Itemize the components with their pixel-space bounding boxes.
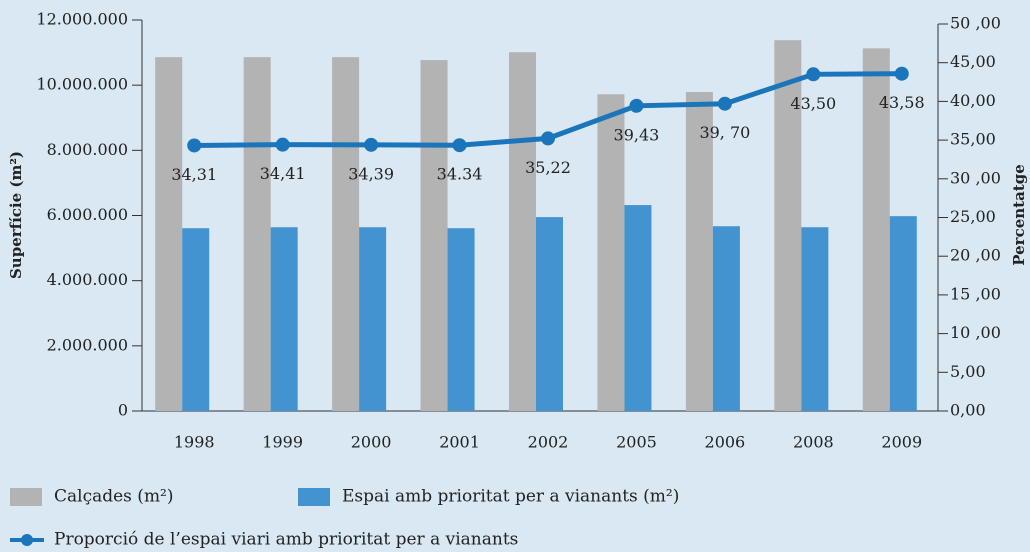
x-tick-label: 2008 xyxy=(793,433,834,452)
bar xyxy=(509,52,536,411)
y-tick-label: 6.000.000 xyxy=(47,205,128,224)
x-tick-label: 2006 xyxy=(705,433,746,452)
data-label: 39,43 xyxy=(614,125,660,144)
bar xyxy=(155,57,183,412)
data-label: 39, 70 xyxy=(699,123,750,142)
y-tick-label: 10.000.000 xyxy=(36,75,128,94)
data-label: 43,58 xyxy=(879,93,925,112)
y2-tick-label: 0,00 xyxy=(950,401,986,420)
bar xyxy=(712,226,740,411)
bar xyxy=(420,60,448,411)
y2-tick-label: 50 ,00 xyxy=(950,14,1001,33)
line-point xyxy=(806,67,821,82)
y-tick-label: 2.000.000 xyxy=(47,335,128,354)
bar xyxy=(685,92,713,412)
y2-tick-label: 25,00 xyxy=(950,207,996,226)
legend-swatch xyxy=(10,488,42,506)
line-point xyxy=(717,96,732,111)
bar xyxy=(624,205,652,411)
y-tick-label: 12.000.000 xyxy=(36,10,128,29)
line-point xyxy=(275,137,290,152)
data-label: 34,41 xyxy=(260,164,306,183)
y2-tick-label: 20 ,00 xyxy=(950,246,1001,265)
bar xyxy=(536,217,563,411)
bar xyxy=(801,227,829,411)
y2-tick-label: 15 ,00 xyxy=(950,284,1001,303)
y2-tick-label: 40,00 xyxy=(950,91,996,110)
legend-label: Calçades (m²) xyxy=(54,487,174,507)
data-label: 34,39 xyxy=(348,164,394,183)
bar xyxy=(447,228,475,411)
data-label: 43,50 xyxy=(790,94,836,113)
y2-tick-label: 5,00 xyxy=(950,362,986,381)
x-tick-label: 1999 xyxy=(262,433,303,452)
bar xyxy=(182,228,210,411)
x-tick-label: 1998 xyxy=(174,433,215,452)
line-point xyxy=(629,98,644,113)
x-tick-label: 2005 xyxy=(616,433,657,452)
y-axis-label: Superfície (m²) xyxy=(7,151,25,279)
legend-label: Espai amb prioritat per a vianants (m²) xyxy=(342,487,679,507)
x-tick-label: 2000 xyxy=(351,433,392,452)
y2-tick-label: 35,00 xyxy=(950,130,996,149)
legend-dot xyxy=(21,534,33,546)
x-tick-label: 2001 xyxy=(439,433,480,452)
y-tick-label: 4.000.000 xyxy=(47,270,128,289)
legend-label: Proporció de l’espai viari amb prioritat… xyxy=(54,530,518,550)
legend-swatch xyxy=(298,488,330,506)
y2-tick-label: 10 ,00 xyxy=(950,323,1001,342)
y2-axis-label: Percentatge xyxy=(1010,164,1028,266)
bar xyxy=(774,40,802,412)
bar xyxy=(359,227,387,411)
x-tick-label: 2009 xyxy=(881,433,922,452)
y2-tick-label: 45,00 xyxy=(950,52,996,71)
y2-tick-label: 30 ,00 xyxy=(950,168,1001,187)
line-point xyxy=(364,137,379,152)
line-point xyxy=(452,138,467,153)
y-tick-label: 8.000.000 xyxy=(47,140,128,159)
data-label: 34.34 xyxy=(437,165,483,184)
line-point xyxy=(541,131,555,146)
bar xyxy=(270,227,298,411)
data-label: 34,31 xyxy=(171,165,217,184)
bar xyxy=(889,216,917,411)
line-point xyxy=(894,66,909,81)
data-label: 35,22 xyxy=(525,158,571,177)
bar xyxy=(862,48,890,411)
bar xyxy=(597,94,625,411)
bar xyxy=(243,57,271,412)
bar xyxy=(332,57,360,412)
line-point xyxy=(187,138,202,153)
x-tick-label: 2002 xyxy=(528,433,569,452)
y-tick-label: 0 xyxy=(118,401,128,420)
